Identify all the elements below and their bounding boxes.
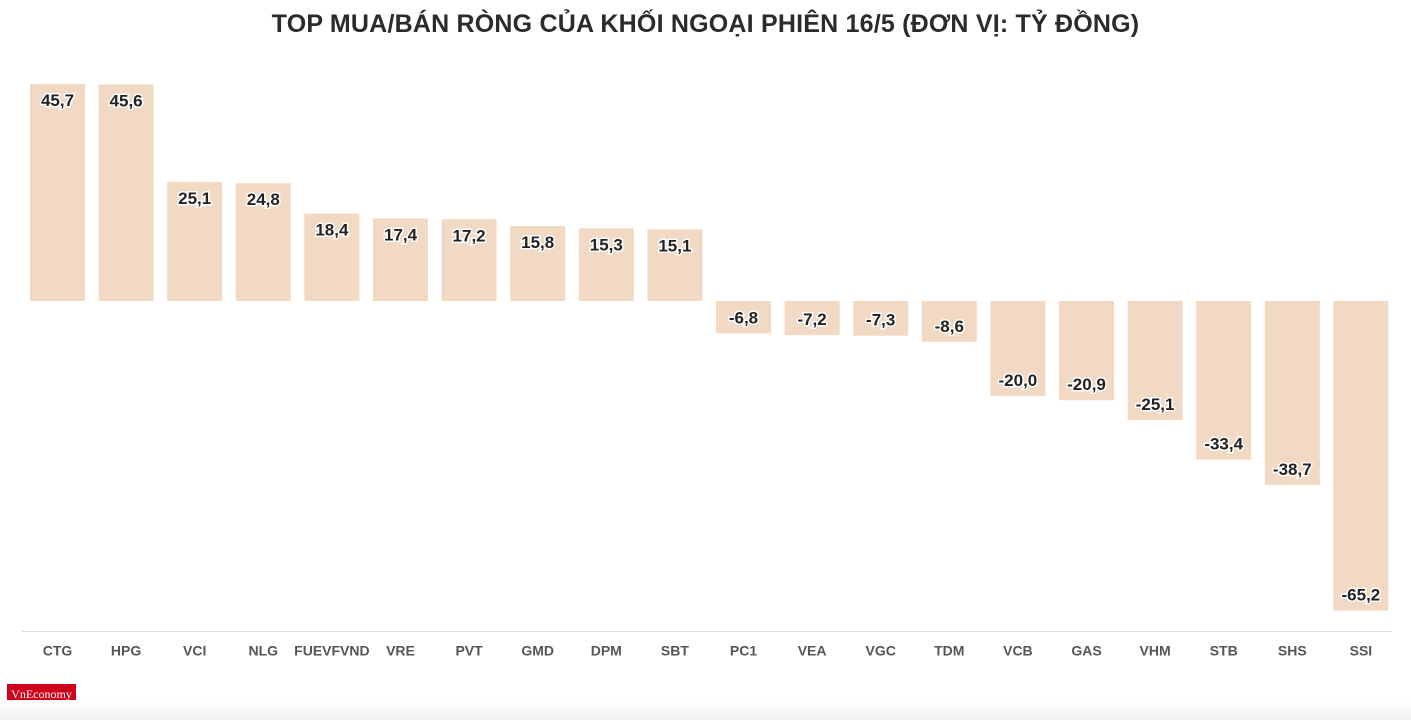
x-tick-label: VHM (1140, 642, 1171, 658)
data-label: -65,2 (1342, 586, 1381, 605)
data-label: 17,4 (384, 225, 418, 244)
data-label: -25,1 (1136, 395, 1175, 414)
x-tick-label: NLG (249, 642, 279, 658)
data-label: 24,8 (247, 190, 280, 209)
data-label: -7,2 (797, 310, 826, 329)
bar-vre (373, 218, 428, 301)
x-tick-label: HPG (111, 642, 141, 658)
x-tick-label: GMD (521, 642, 554, 658)
x-tick-label: PC1 (730, 642, 757, 658)
bar-vgc (853, 301, 909, 336)
bar-gas (1059, 301, 1114, 401)
x-tick-label: VEA (798, 642, 827, 658)
x-tick-label: PVT (455, 642, 483, 658)
data-label: 45,7 (41, 91, 74, 110)
data-label: 15,8 (521, 233, 554, 252)
bar-vcb (990, 301, 1046, 396)
bar-hpg (98, 84, 154, 301)
data-label: -6,8 (729, 308, 758, 327)
bar-vea (784, 301, 840, 336)
bar-stb (1196, 301, 1252, 460)
x-tick-label: SHS (1278, 642, 1307, 658)
footer-shade (0, 700, 1411, 720)
data-label: 17,2 (453, 226, 486, 245)
x-tick-label: SSI (1350, 642, 1373, 658)
x-tick-label: VCI (183, 642, 206, 658)
x-tick-label: CTG (43, 642, 73, 658)
x-tick-label: SBT (661, 642, 689, 658)
bar-shs (1264, 301, 1320, 485)
data-label: -20,9 (1067, 375, 1106, 394)
bar-nlg (235, 183, 291, 301)
bar-fuevfvnd (304, 213, 360, 301)
bar-pvt (441, 219, 497, 301)
data-label: 15,1 (658, 236, 691, 255)
bar-tdm (921, 301, 977, 342)
data-label: -8,6 (935, 317, 964, 336)
x-tick-label: FUEVFVND (294, 642, 369, 658)
bar-ctg (30, 84, 85, 301)
data-label: 45,6 (110, 91, 143, 110)
bar-dpm (578, 228, 634, 301)
bar-vhm (1127, 301, 1183, 421)
x-tick-label: STB (1210, 642, 1238, 658)
x-tick-label: VRE (386, 642, 415, 658)
bar-pc1 (716, 301, 771, 334)
data-label: 25,1 (178, 189, 211, 208)
bar-sbt (647, 229, 703, 301)
data-label: -33,4 (1204, 435, 1243, 454)
x-tick-label: VGC (866, 642, 896, 658)
x-tick-label: GAS (1071, 642, 1101, 658)
x-tick-label: TDM (934, 642, 964, 658)
data-label: 18,4 (315, 221, 349, 240)
data-label: -7,3 (866, 311, 895, 330)
data-label: 15,3 (590, 235, 623, 254)
data-label: -38,7 (1273, 460, 1312, 479)
bar-vci (167, 181, 223, 301)
bar-gmd (510, 225, 566, 301)
bar-ssi (1333, 301, 1389, 611)
x-tick-label: DPM (591, 642, 622, 658)
data-label: -20,0 (999, 371, 1038, 390)
x-tick-label: VCB (1003, 642, 1033, 658)
chart-title: TOP MUA/BÁN RÒNG CỦA KHỐI NGOẠI PHIÊN 16… (271, 10, 1140, 38)
